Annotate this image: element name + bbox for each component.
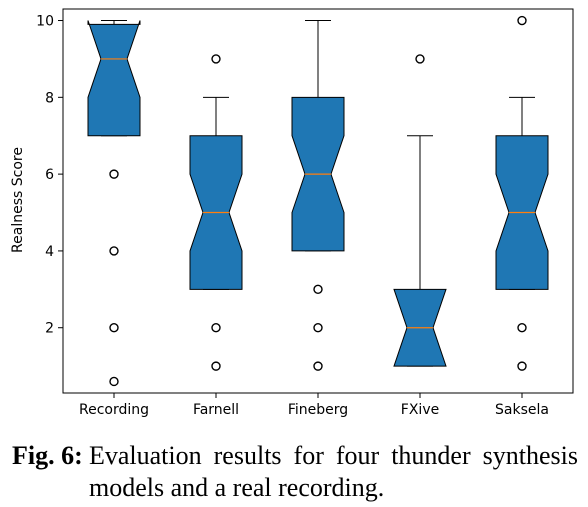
x-tick-label-farnell: Farnell xyxy=(193,402,239,418)
outlier-point xyxy=(109,376,119,387)
outlier-point xyxy=(415,54,425,64)
plot-frame xyxy=(62,8,574,394)
outlier-point xyxy=(313,284,323,295)
figure-caption: Fig. 6: Evaluation results for four thun… xyxy=(12,440,578,504)
x-tick-label-fineberg: Fineberg xyxy=(288,402,348,418)
outlier-point xyxy=(211,361,221,371)
y-tick-label: 8 xyxy=(45,90,54,106)
outlier-point xyxy=(517,323,527,333)
outlier-point xyxy=(517,15,527,26)
caption-text: Evaluation results for four thunder synt… xyxy=(89,441,578,502)
x-tick-label-saksela: Saksela xyxy=(495,402,549,418)
y-tick-label: 6 xyxy=(45,167,54,183)
y-axis-label: Realness Score xyxy=(10,147,26,253)
outlier-point xyxy=(109,246,119,256)
box-recording xyxy=(87,20,141,137)
y-tick-label: 10 xyxy=(36,14,54,30)
outlier-point xyxy=(211,323,221,333)
outlier-point xyxy=(109,169,119,179)
boxplot-chart: 2 4 6 8 10 Recording Farnell Fineberg FXive Sakse… xyxy=(10,8,574,418)
caption-label: Fig. 6: xyxy=(12,441,83,470)
y-tick-label: 2 xyxy=(45,321,54,337)
outlier-point xyxy=(313,323,323,333)
x-tick-label-fxive: FXive xyxy=(401,402,439,418)
outlier-point xyxy=(517,361,527,371)
outlier-point xyxy=(313,361,323,371)
y-tick-label: 4 xyxy=(45,244,54,260)
outlier-point xyxy=(109,323,119,333)
outlier-point xyxy=(211,54,221,64)
plot-area: 2 4 6 8 10 Recording Farnell Fineberg FXive Sakse… xyxy=(36,8,574,418)
x-tick-label-recording: Recording xyxy=(79,402,149,418)
